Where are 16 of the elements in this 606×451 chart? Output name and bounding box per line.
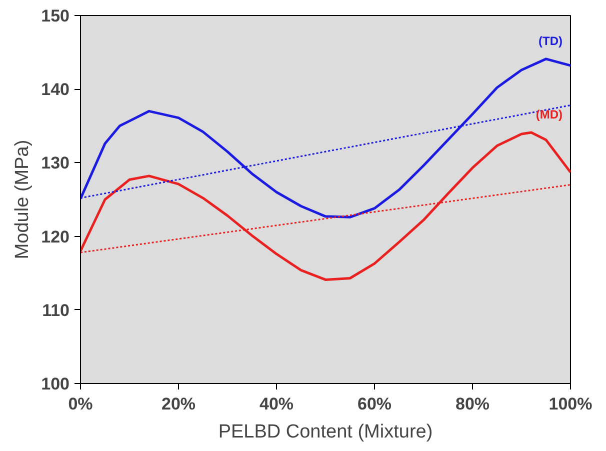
- y-tick-label: 100: [41, 374, 70, 394]
- x-tick-label: 20%: [161, 394, 196, 414]
- x-tick-label: 0%: [68, 394, 93, 414]
- y-tick-label: 110: [42, 300, 70, 320]
- y-axis-title: Module (MPa): [12, 140, 34, 260]
- x-axis-title: PELBD Content (Mixture): [218, 422, 433, 442]
- x-tick-label: 100%: [548, 394, 592, 414]
- series-label: (MD): [536, 107, 563, 122]
- x-tick-label: 60%: [357, 394, 392, 414]
- y-tick-label: 120: [41, 227, 70, 246]
- y-tick-label: 130: [41, 154, 70, 173]
- x-tick-label: 80%: [455, 394, 490, 414]
- x-tick-label: 40%: [259, 394, 294, 414]
- y-tick-label: 140: [41, 80, 70, 100]
- series-label: (TD): [538, 34, 563, 48]
- y-tick-label: 150: [41, 6, 70, 26]
